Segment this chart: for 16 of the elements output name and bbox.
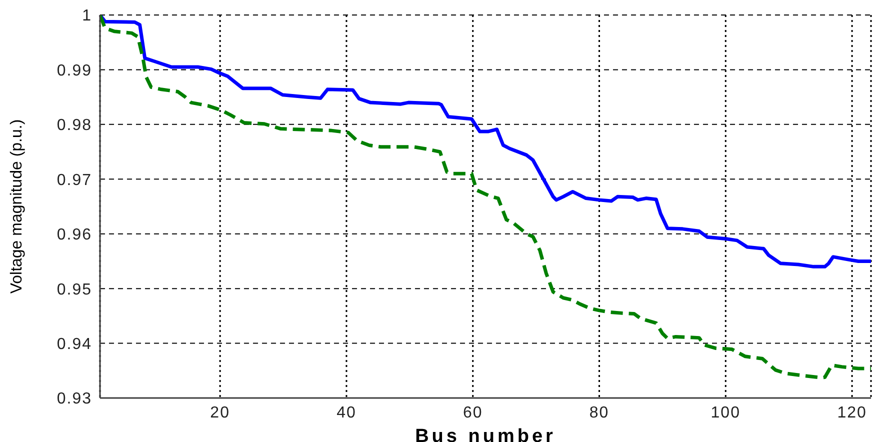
y-tick-label: 0.96 [56, 226, 92, 244]
y-tick-label: 0.93 [56, 390, 92, 408]
x-tick-label: 80 [589, 404, 610, 422]
x-tick-label: 20 [210, 404, 230, 422]
x-axis-title: Bus number [415, 426, 556, 442]
x-tick-label: 120 [837, 404, 867, 422]
y-tick-label: 0.98 [56, 117, 92, 134]
y-tick-label: 0.99 [56, 62, 92, 80]
y-tick-label: 1 [82, 8, 92, 25]
x-tick-label: 40 [336, 404, 356, 422]
y-tick-label: 0.94 [56, 336, 92, 353]
y-tick-label: 0.95 [56, 281, 92, 298]
x-tick-label: 100 [710, 404, 740, 422]
x-tick-label: 60 [462, 404, 483, 422]
y-tick-label: 0.97 [56, 172, 92, 189]
y-axis-title: Voltage magnitude (p.u.) [8, 119, 26, 294]
